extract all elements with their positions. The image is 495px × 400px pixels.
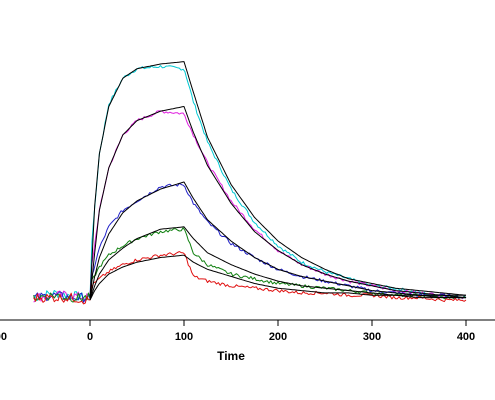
x-tick-label-0: 0 <box>87 331 93 343</box>
x-tick-label-300: 300 <box>363 331 381 343</box>
fit-curve-7 <box>89 226 466 301</box>
x-tick-label--100: -100 <box>0 331 7 343</box>
x-tick-label-200: 200 <box>269 331 287 343</box>
x-axis-title: Time <box>217 349 245 363</box>
measured-curve-2 <box>33 110 467 303</box>
x-tick-label-400: 400 <box>457 331 475 343</box>
measured-curve-8 <box>33 251 467 305</box>
fit-curve-3 <box>89 106 466 301</box>
x-axis-ticks: -100 0 100 200 300 400 <box>0 320 475 343</box>
fit-curve-1 <box>89 61 467 301</box>
measured-curve-0 <box>33 65 467 301</box>
series-layer <box>33 61 467 305</box>
x-tick-label-100: 100 <box>175 331 193 343</box>
fit-curve-5 <box>89 181 467 301</box>
measured-curve-4 <box>33 182 467 303</box>
fit-curve-9 <box>89 254 466 301</box>
